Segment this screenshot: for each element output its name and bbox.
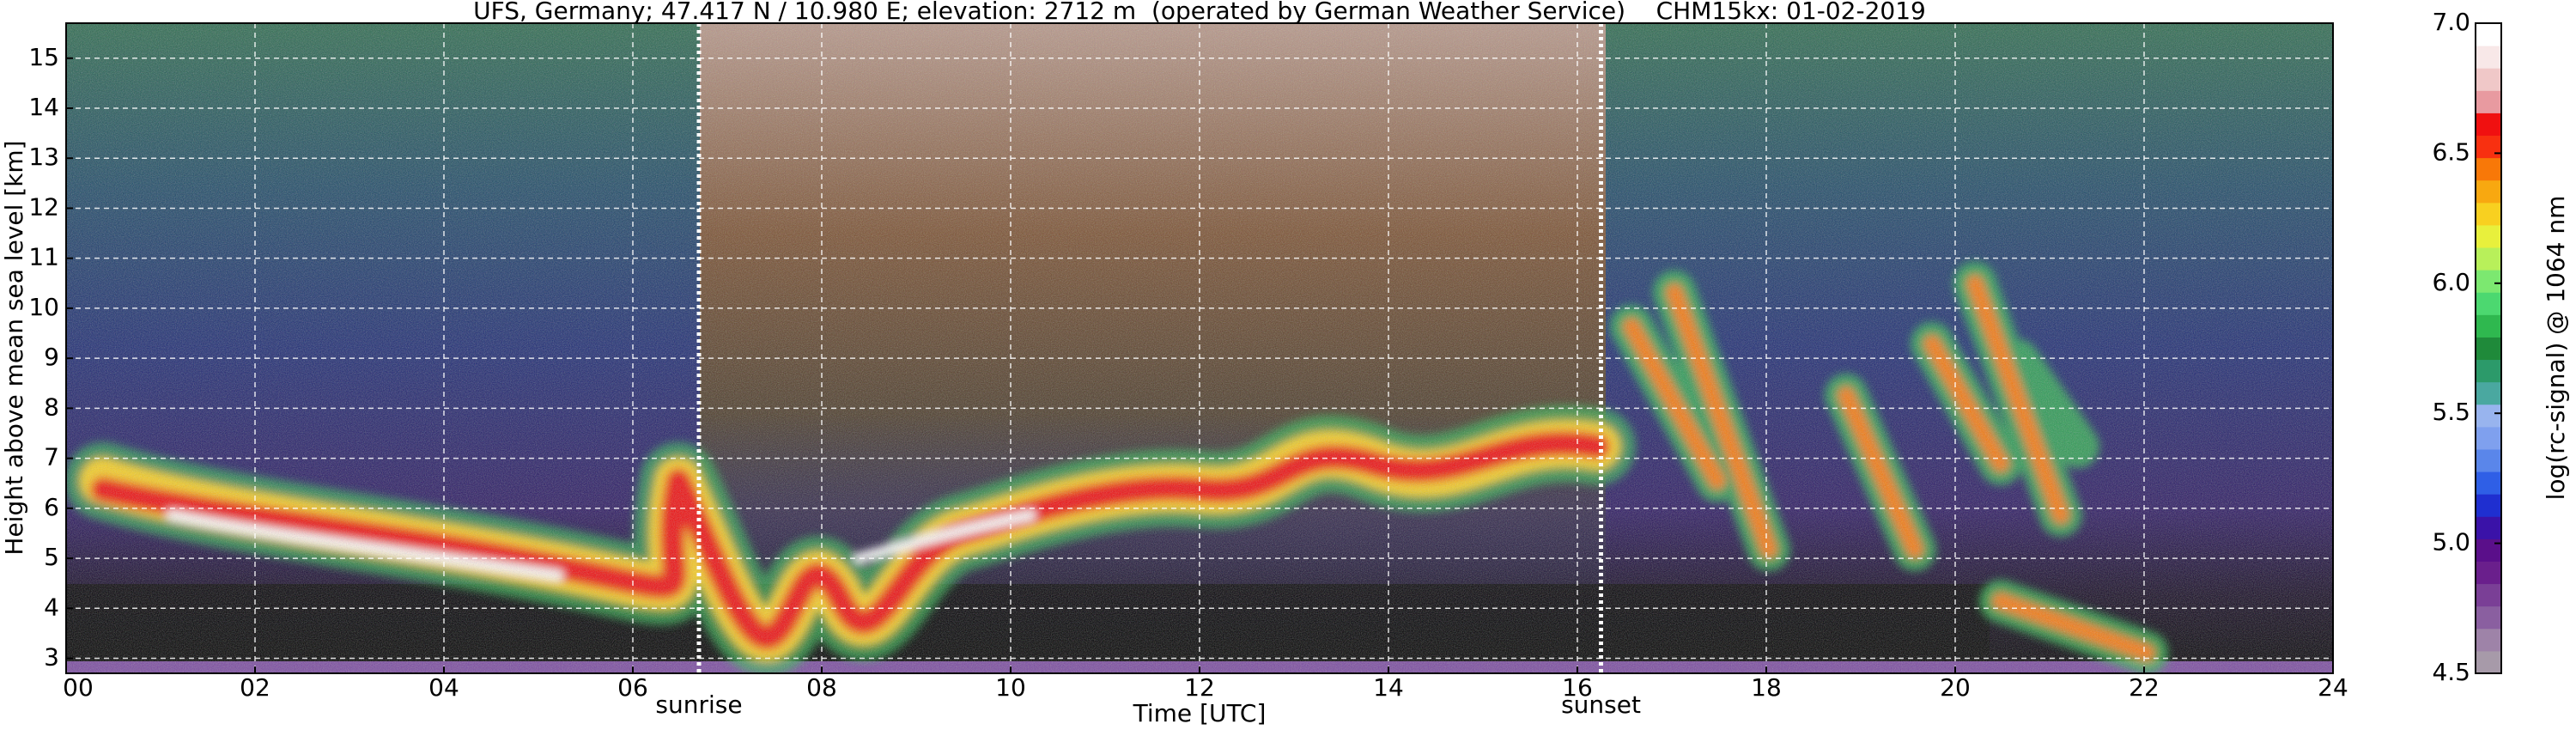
x-tick-label: 12 bbox=[1184, 673, 1215, 702]
chart-title: UFS, Germany; 47.417 N / 10.980 E; eleva… bbox=[473, 0, 1926, 25]
y-tick-label: 8 bbox=[44, 392, 59, 421]
colorbar-tick-label: 4.5 bbox=[2432, 658, 2470, 686]
colorbar-segment bbox=[2476, 359, 2501, 383]
x-tick-label: 16 bbox=[1562, 673, 1593, 702]
x-tick-label: 08 bbox=[806, 673, 837, 702]
annotation-label: sunrise bbox=[655, 690, 742, 719]
colorbar-segment bbox=[2476, 314, 2501, 338]
x-tick-label: 10 bbox=[995, 673, 1026, 702]
colorbar-segment bbox=[2476, 135, 2501, 159]
colorbar-segment bbox=[2476, 448, 2501, 472]
colorbar-segment bbox=[2476, 202, 2501, 226]
colorbar-tick-label: 6.0 bbox=[2432, 268, 2470, 296]
plot-frame bbox=[65, 22, 2334, 674]
y-tick-label: 7 bbox=[44, 443, 59, 471]
x-tick-label: 22 bbox=[2129, 673, 2160, 702]
colorbar-segment bbox=[2476, 605, 2501, 630]
colorbar-segment bbox=[2476, 46, 2501, 69]
y-tick-label: 4 bbox=[44, 593, 59, 621]
x-tick-label: 20 bbox=[1940, 673, 1971, 702]
colorbar-tick-label: 7.0 bbox=[2432, 8, 2470, 36]
colorbar-segment bbox=[2476, 270, 2501, 293]
colorbar-segment bbox=[2476, 650, 2501, 674]
y-tick-label: 10 bbox=[28, 293, 59, 321]
colorbar-segment bbox=[2476, 494, 2501, 517]
colorbar-segment bbox=[2476, 426, 2501, 450]
colorbar-segment bbox=[2476, 113, 2501, 137]
colorbar-segment bbox=[2476, 471, 2501, 495]
colorbar-segment bbox=[2476, 538, 2501, 562]
y-tick-label: 6 bbox=[44, 493, 59, 521]
colorbar-segment bbox=[2476, 179, 2501, 204]
y-tick-label: 3 bbox=[44, 643, 59, 672]
colorbar-segment bbox=[2476, 628, 2501, 652]
x-tick-label: 24 bbox=[2318, 673, 2348, 702]
colorbar-segment bbox=[2476, 90, 2501, 113]
colorbar-segment bbox=[2476, 247, 2501, 271]
x-axis-label: Time [UTC] bbox=[1133, 699, 1267, 727]
colorbar-segment bbox=[2476, 337, 2501, 361]
colorbar-segment bbox=[2476, 583, 2501, 607]
colorbar-frame bbox=[2475, 22, 2502, 674]
annotation-label: sunset bbox=[1561, 690, 1641, 719]
y-axis-label: Height above mean sea level [km] bbox=[0, 140, 28, 555]
colorbar-label: log(rc-signal) @ 1064 nm bbox=[2542, 196, 2570, 501]
colorbar-segment bbox=[2476, 404, 2501, 428]
y-tick-label: 15 bbox=[28, 43, 59, 71]
colorbar-segment bbox=[2476, 157, 2501, 181]
colorbar-tick-label: 6.5 bbox=[2432, 137, 2470, 166]
y-tick-label: 12 bbox=[28, 192, 59, 221]
colorbar-segment bbox=[2476, 68, 2501, 91]
y-tick-label: 14 bbox=[28, 93, 59, 121]
y-tick-label: 9 bbox=[44, 343, 59, 371]
axes bbox=[65, 23, 2334, 673]
x-tick-label: 14 bbox=[1373, 673, 1404, 702]
colorbar-segment bbox=[2476, 292, 2501, 315]
y-tick-label: 5 bbox=[44, 543, 59, 571]
colorbar-segment bbox=[2476, 23, 2501, 46]
x-tick-label: 04 bbox=[428, 673, 459, 702]
y-tick-label: 13 bbox=[28, 143, 59, 171]
x-tick-label: 02 bbox=[240, 673, 270, 702]
colorbar-segment bbox=[2476, 381, 2501, 405]
x-tick-label: 18 bbox=[1751, 673, 1782, 702]
colorbar-tick-label: 5.5 bbox=[2432, 398, 2470, 426]
colorbar-tick-label: 5.0 bbox=[2432, 528, 2470, 557]
colorbar-segment bbox=[2476, 516, 2501, 539]
colorbar-segment bbox=[2476, 224, 2501, 248]
x-tick-label: 00 bbox=[63, 673, 94, 702]
colorbar-segment bbox=[2476, 561, 2501, 585]
x-tick-label: 06 bbox=[617, 673, 648, 702]
y-tick-label: 11 bbox=[28, 243, 59, 271]
